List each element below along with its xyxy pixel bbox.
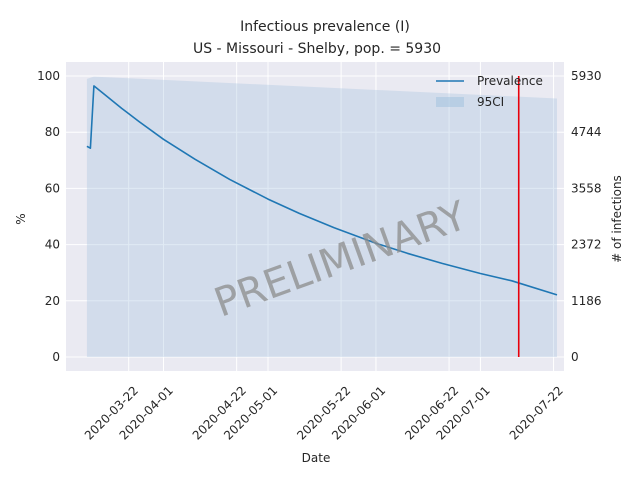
ci-band-group <box>86 76 558 357</box>
right-y-tick-label: 2372 <box>571 238 602 252</box>
right-y-tick-label: 1186 <box>571 294 602 308</box>
gridlines <box>66 62 564 371</box>
right-y-tick-label: 4744 <box>571 125 602 139</box>
legend-label-prevalence: Prevalence <box>477 74 543 88</box>
right-y-tick-label: 3558 <box>571 181 602 195</box>
left-y-tick-label: 20 <box>45 294 60 308</box>
left-y-tick-label: 100 <box>37 69 60 83</box>
prevalence-line <box>86 85 558 296</box>
x-axis-label: Date <box>302 451 331 465</box>
legend-swatch-ci <box>436 97 464 107</box>
chart-title-line1: Infectious prevalence (I) <box>240 19 410 35</box>
right-y-tick-label: 0 <box>571 350 579 364</box>
legend-label-ci: 95CI <box>477 95 504 109</box>
chart-title-line1-text: Infectious prevalence (I) <box>240 19 410 35</box>
chart-title-line2: US - Missouri - Shelby, pop. = 5930 <box>193 41 441 57</box>
left-y-tick-label: 60 <box>45 181 60 195</box>
ci-band <box>86 76 558 357</box>
series-lines <box>86 85 558 296</box>
left-y-tick-label: 40 <box>45 238 60 252</box>
legend: Prevalence 95CI <box>436 74 543 109</box>
left-y-axis-label: % <box>14 213 28 224</box>
right-y-axis-label: # of infections <box>610 175 624 263</box>
plot-area <box>66 62 564 371</box>
left-y-tick-labels: 0 20 40 60 80 100 <box>37 69 60 364</box>
left-y-tick-label: 0 <box>52 350 60 364</box>
right-y-tick-labels: 0 1186 2372 3558 4744 5930 <box>571 69 602 364</box>
left-y-tick-label: 80 <box>45 125 60 139</box>
right-y-tick-label: 5930 <box>571 69 602 83</box>
